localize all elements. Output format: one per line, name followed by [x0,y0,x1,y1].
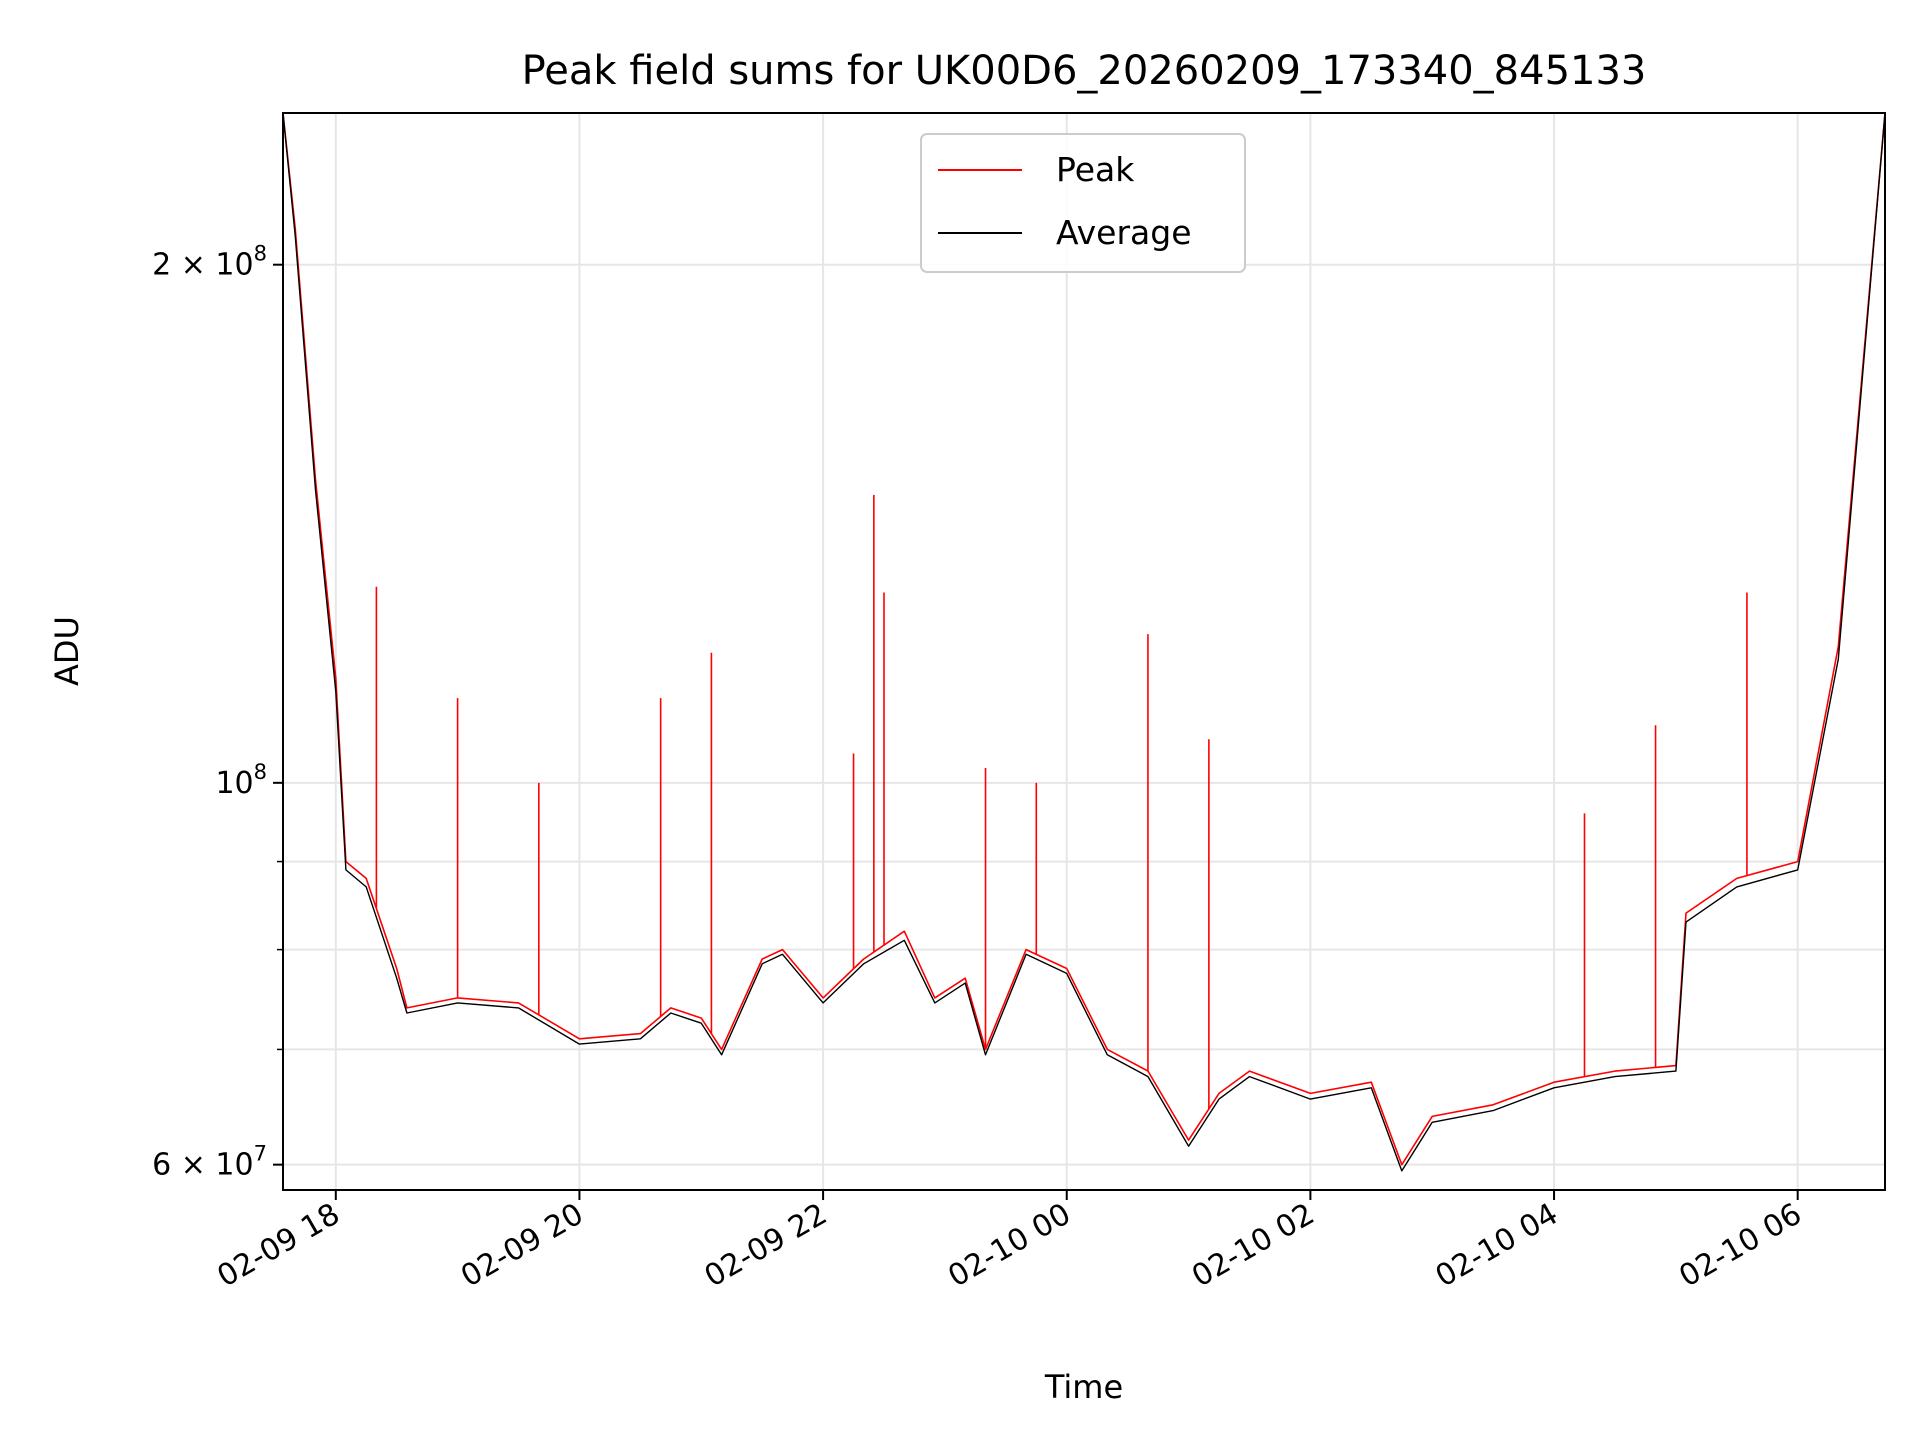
y-tick-label: 2 × 108 [152,242,267,283]
legend-average-label: Average [1056,213,1192,252]
legend: Peak Average [920,133,1246,273]
y-tick-label: 6 × 107 [152,1142,267,1183]
plot-frame [282,112,1886,1191]
series-layer [283,113,1885,1172]
chart-title: Peak field sums for UK00D6_20260209_1733… [522,48,1647,94]
y-axis-label: ADU [48,616,86,686]
plot-background [283,113,1885,1190]
grid-layer [283,113,1885,1190]
plot-area: 02-09 18 02-09 20 02-09 22 02-10 00 02-10 02… [152,112,1886,1294]
y-tick-label: 108 [215,760,267,801]
peak-series-line [283,113,1885,1166]
x-axis-label: Time [1044,1368,1123,1406]
legend-peak-label: Peak [1056,150,1135,189]
average-series-line [283,113,1885,1172]
legend-frame [920,133,1246,273]
